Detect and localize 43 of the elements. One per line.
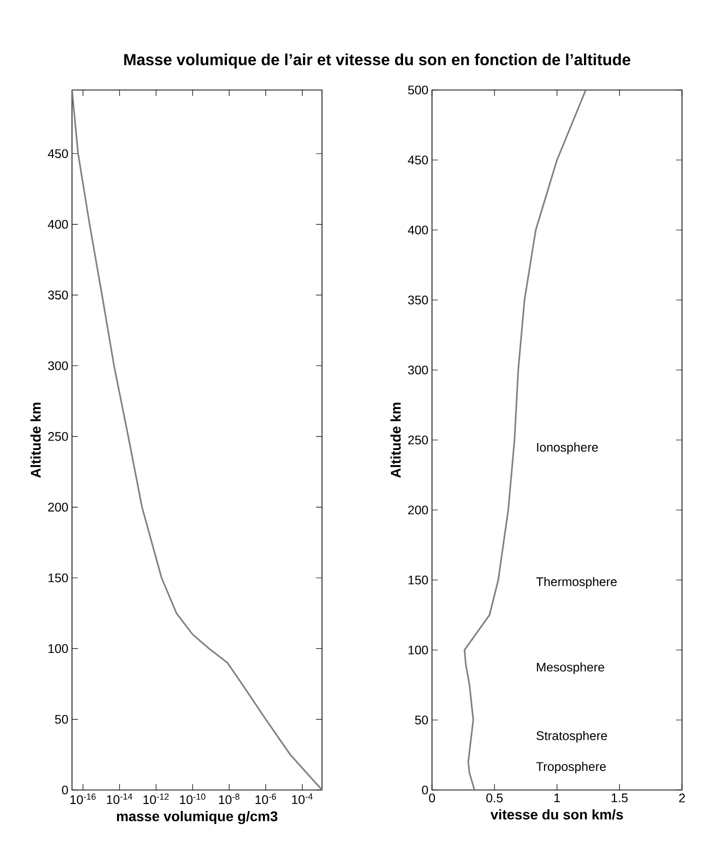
x-tick-label: 10$^{-14}$ (106, 794, 132, 804)
y-tick-label: 0 (422, 786, 428, 794)
y-tick-label: 350 (408, 296, 428, 304)
y-tick-label: 100 (48, 644, 68, 654)
y-tick-label: 500 (408, 86, 428, 94)
x-tick-label: 10$^{-12}$ (144, 794, 169, 804)
x-axis-title: vitesse du son km/s (490, 809, 623, 820)
y-tick-label: 300 (408, 366, 428, 374)
y-axis-title: Altitude km (390, 402, 401, 478)
x-tick-label: 0 (429, 794, 435, 802)
annotation: Troposphere (536, 762, 606, 774)
y-tick-label: 200 (408, 506, 428, 514)
y-tick-label: 50 (55, 714, 68, 724)
annotation: Mesosphere (536, 662, 604, 674)
y-axis-title: Altitude km (30, 402, 41, 478)
y-tick-label: 250 (408, 436, 428, 444)
y-tick-label: 50 (415, 716, 428, 724)
x-tick-label: 10$^{-16}$ (70, 794, 96, 804)
x-tick-label: 10$^{-10}$ (180, 794, 206, 804)
x-tick-label: 10$^{-4}$ (292, 794, 313, 804)
y-tick-label: 200 (48, 502, 68, 512)
y-tick-label: 450 (408, 156, 428, 164)
x-tick-label: 0.5 (486, 794, 503, 802)
y-tick-label: 350 (48, 290, 68, 300)
y-tick-label: 250 (48, 432, 68, 441)
x-tick-label: 1.5 (612, 794, 628, 802)
x-tick-label: 10$^{-6}$ (256, 794, 276, 804)
x-tick-label: 10$^{-8}$ (219, 794, 240, 804)
x-axis-title: masse volumique g/cm3 (117, 810, 278, 824)
y-tick-label: 300 (48, 361, 68, 370)
y-tick-label: 400 (408, 226, 428, 234)
y-tick-label: 150 (48, 573, 68, 582)
text: Masse volumique de l’air et vitesse du son en fonction de l’altitude (124, 54, 630, 68)
y-tick-label: 0 (62, 786, 68, 794)
annotation: Ionosphere (537, 442, 598, 454)
y-tick-label: 100 (408, 646, 428, 654)
y-tick-label: 450 (48, 149, 68, 158)
y-tick-label: 150 (408, 576, 428, 584)
y-tick-label: 400 (48, 220, 68, 229)
annotation: Thermosphere (536, 576, 617, 589)
x-tick-label: 1 (554, 794, 560, 802)
x-tick-label: 2 (679, 794, 685, 802)
annotation: Stratosphere (536, 730, 607, 743)
